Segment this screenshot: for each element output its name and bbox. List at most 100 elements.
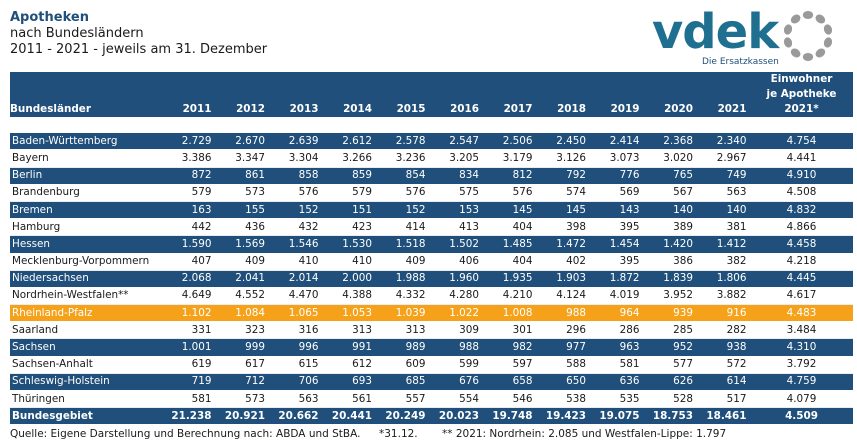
pharmacy-count-cell: 854 — [376, 167, 430, 185]
pharmacy-count-cell: 619 — [162, 356, 216, 374]
pharmacy-count-cell: 3.952 — [643, 287, 697, 306]
residents-per-pharmacy-cell: 4.910 — [750, 167, 853, 185]
pharmacy-count-cell: 21.238 — [162, 407, 216, 426]
pharmacy-count-cell: 812 — [483, 167, 537, 185]
pharmacy-count-cell: 693 — [322, 373, 376, 392]
pharmacy-count-cell: 2.041 — [215, 270, 269, 288]
column-header-per-pharmacy: Einwohner je Apotheke 2021* — [751, 72, 853, 117]
residents-per-pharmacy-cell: 4.866 — [750, 218, 853, 237]
column-header-region: Bundesländer — [10, 103, 91, 115]
pharmacy-count-cell: 4.280 — [429, 287, 483, 306]
region-name: Thüringen — [10, 390, 162, 409]
pharmacy-count-cell: 143 — [590, 201, 644, 220]
pharmacy-count-cell: 599 — [429, 356, 483, 374]
pharmacy-count-cell: 952 — [643, 338, 697, 357]
pharmacy-count-cell: 386 — [643, 253, 697, 271]
table-row: Saarland 331 323 316 313 313 309 301 296 286 285 28… — [10, 321, 853, 340]
pharmacy-count-cell: 569 — [590, 184, 644, 202]
pharmacy-count-cell: 1.518 — [376, 235, 430, 254]
pharmacy-count-cell: 301 — [483, 321, 537, 340]
pharmacy-count-cell: 563 — [697, 184, 751, 202]
pharmacy-count-cell: 20.249 — [376, 407, 430, 426]
pharmacy-count-cell: 567 — [643, 184, 697, 202]
pharmacy-count-cell: 575 — [429, 184, 483, 202]
region-name: Sachsen-Anhalt — [10, 356, 162, 374]
pharmacy-count-cell: 1.806 — [697, 270, 751, 288]
pharmacy-count-cell: 1.530 — [322, 235, 376, 254]
logo-ring-dot — [790, 48, 801, 58]
pharmacy-count-cell: 3.126 — [536, 149, 590, 168]
pharmacy-count-cell: 3.073 — [590, 149, 644, 168]
logo-ring-dot — [815, 14, 826, 24]
pharmacy-count-cell: 1.065 — [269, 304, 323, 323]
logo-tagline: Die Ersatzkassen — [702, 57, 779, 67]
pharmacy-count-cell: 140 — [643, 201, 697, 220]
pharmacy-count-cell: 19.075 — [590, 407, 644, 426]
pharmacy-count-cell: 2.068 — [162, 270, 216, 288]
pharmacy-count-cell: 576 — [269, 184, 323, 202]
pharmacy-count-cell: 381 — [697, 218, 751, 237]
pharmacy-count-cell: 557 — [376, 390, 430, 409]
pharmacy-count-cell: 938 — [697, 338, 751, 357]
pharmacy-count-cell: 4.124 — [536, 287, 590, 306]
column-header-year: 2012 — [236, 103, 265, 115]
region-name: Brandenburg — [10, 184, 162, 202]
residents-per-pharmacy-cell: 4.508 — [750, 184, 853, 202]
column-header-line: je Apotheke — [766, 88, 837, 100]
pharmacy-count-cell: 1.022 — [429, 304, 483, 323]
pharmacy-count-cell: 3.236 — [376, 149, 430, 168]
pharmacy-count-cell: 2.578 — [376, 133, 430, 151]
table-row: Sachsen-Anhalt 619 617 615 612 609 599 597 588 58… — [10, 356, 853, 374]
residents-per-pharmacy-cell: 4.458 — [750, 235, 853, 254]
pharmacy-count-cell: 996 — [269, 338, 323, 357]
pharmacy-count-cell: 395 — [590, 253, 644, 271]
pharmacy-count-cell: 977 — [536, 338, 590, 357]
region-name: Hessen — [10, 235, 162, 254]
table-row: Berlin 872 861 858 859 854 834 812 792 776 765 749 4… — [10, 167, 853, 185]
pharmacy-count-cell: 413 — [429, 218, 483, 237]
residents-per-pharmacy-cell: 4.509 — [750, 407, 853, 426]
pharmacy-count-cell: 982 — [483, 338, 537, 357]
column-header-line: 2021* — [784, 103, 819, 115]
pharmacy-count-cell: 4.210 — [483, 287, 537, 306]
pharmacy-count-cell: 20.921 — [215, 407, 269, 426]
pharmacy-count-cell: 546 — [483, 390, 537, 409]
pharmacy-count-cell: 296 — [536, 321, 590, 340]
column-header-year: 2020 — [664, 103, 693, 115]
pharmacy-count-cell: 538 — [536, 390, 590, 409]
pharmacy-count-cell: 3.179 — [483, 149, 537, 168]
pharmacy-count-cell: 331 — [162, 321, 216, 340]
pharmacy-count-cell: 404 — [483, 253, 537, 271]
pharmacy-count-cell: 999 — [215, 338, 269, 357]
region-name: Baden-Württemberg — [10, 133, 162, 151]
pharmacy-count-cell: 576 — [376, 184, 430, 202]
pharmacy-count-cell: 432 — [269, 218, 323, 237]
residents-per-pharmacy-cell: 4.617 — [750, 287, 853, 306]
pharmacy-count-cell: 1.001 — [162, 338, 216, 357]
pharmacy-count-cell: 382 — [697, 253, 751, 271]
pharmacy-count-cell: 309 — [429, 321, 483, 340]
pharmacy-count-cell: 1.053 — [322, 304, 376, 323]
pharmacy-count-cell: 2.670 — [215, 133, 269, 151]
column-header-year: 2019 — [610, 103, 640, 115]
pharmacy-count-cell: 2.967 — [697, 149, 751, 168]
residents-per-pharmacy-cell: 4.218 — [750, 253, 853, 271]
pharmacy-count-cell: 572 — [697, 356, 751, 374]
column-header-year: 2021 — [717, 103, 747, 115]
pharmacy-count-cell: 4.019 — [590, 287, 644, 306]
region-name: Niedersachsen — [10, 270, 162, 288]
pharmacy-count-cell: 1.872 — [590, 270, 644, 288]
pharmacy-count-cell: 609 — [376, 356, 430, 374]
pharmacy-count-cell: 407 — [162, 253, 216, 271]
residents-per-pharmacy-cell: 3.792 — [750, 356, 853, 374]
region-name: Bremen — [10, 201, 162, 220]
footnote-double-asterisk: ** 2021: Nordrhein: 2.085 und Westfalen-… — [442, 428, 727, 440]
logo-ring-dot — [790, 14, 801, 24]
pharmacy-count-cell: 4.388 — [322, 287, 376, 306]
pharmacy-count-cell: 20.441 — [322, 407, 376, 426]
footnote-asterisk: *31.12. — [379, 428, 418, 440]
pharmacy-count-cell: 1.960 — [429, 270, 483, 288]
pharmacy-count-cell: 636 — [590, 373, 644, 392]
pharmacy-count-cell: 18.753 — [643, 407, 697, 426]
column-header-year: 2016 — [450, 103, 479, 115]
